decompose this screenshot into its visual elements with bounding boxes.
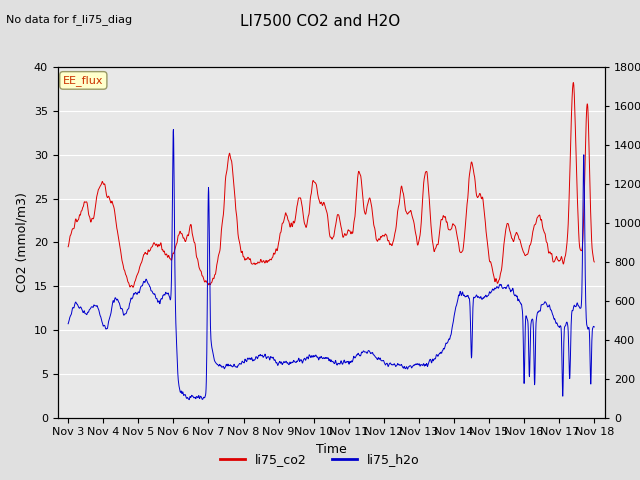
li75_h2o xyxy=(64,321,72,326)
li75_co2 xyxy=(591,259,598,265)
Text: EE_flux: EE_flux xyxy=(63,75,104,86)
li75_h2o xyxy=(484,293,492,299)
Line: li75_co2: li75_co2 xyxy=(68,83,595,288)
li75_co2 xyxy=(211,272,219,277)
li75_co2 xyxy=(358,183,365,189)
li75_h2o xyxy=(545,303,552,309)
li75_co2 xyxy=(129,285,137,290)
li75_h2o xyxy=(559,393,566,399)
Text: LI7500 CO2 and H2O: LI7500 CO2 and H2O xyxy=(240,14,400,29)
li75_h2o xyxy=(358,349,366,355)
Y-axis label: CO2 (mmol/m3): CO2 (mmol/m3) xyxy=(15,192,28,292)
li75_h2o xyxy=(211,359,219,365)
Legend: li75_co2, li75_h2o: li75_co2, li75_h2o xyxy=(215,448,425,471)
li75_h2o xyxy=(186,397,193,403)
li75_co2 xyxy=(570,80,577,85)
Text: No data for f_li75_diag: No data for f_li75_diag xyxy=(6,14,132,25)
X-axis label: Time: Time xyxy=(316,443,347,456)
li75_h2o xyxy=(347,360,355,365)
li75_h2o xyxy=(591,324,598,330)
li75_co2 xyxy=(544,245,552,251)
li75_co2 xyxy=(346,229,354,235)
li75_co2 xyxy=(484,245,492,251)
Line: li75_h2o: li75_h2o xyxy=(68,130,595,400)
li75_co2 xyxy=(559,258,566,264)
li75_co2 xyxy=(64,244,72,250)
li75_h2o xyxy=(170,127,177,132)
